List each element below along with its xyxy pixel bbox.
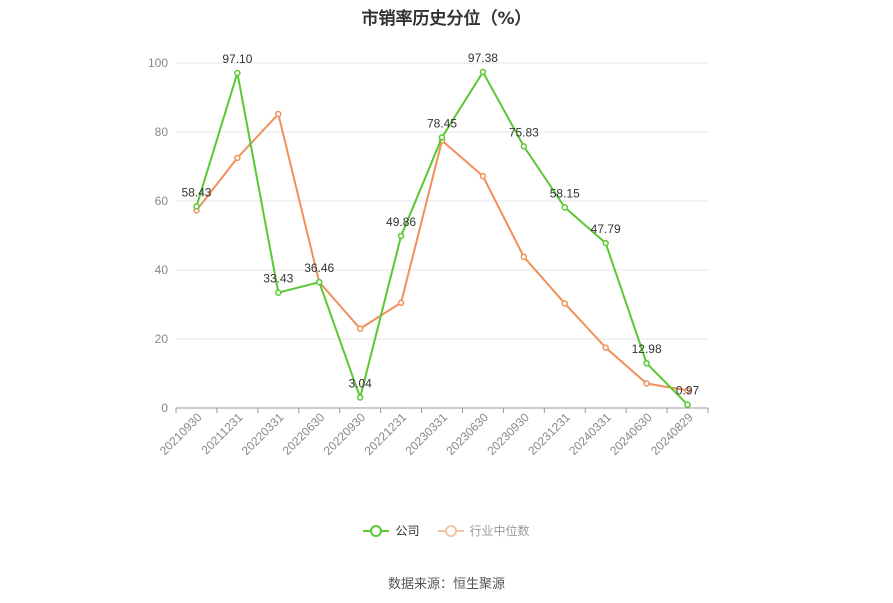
- data-label: 58.15: [550, 186, 580, 200]
- x-tick-label: 20240630: [607, 410, 655, 458]
- data-point-1[interactable]: [356, 325, 364, 332]
- x-axis: 2021093020211231202203312022063020220930…: [157, 407, 709, 458]
- data-point-0[interactable]: [520, 143, 528, 150]
- data-point-0[interactable]: [397, 232, 405, 240]
- legend-swatch-industry-median: [437, 524, 464, 538]
- x-tick-label: 20220630: [280, 410, 328, 458]
- data-point-1[interactable]: [479, 172, 487, 180]
- data-point-0[interactable]: [234, 69, 241, 77]
- data-point-0[interactable]: [315, 278, 323, 286]
- data-point-0[interactable]: [479, 68, 487, 76]
- x-tick-label: 20220331: [239, 410, 287, 458]
- chart-title: 市销率历史分位（%）: [361, 9, 532, 29]
- data-label: 58.43: [181, 185, 211, 199]
- data-point-0[interactable]: [438, 134, 446, 141]
- x-tick-label: 20230630: [443, 410, 491, 458]
- y-tick-label: 100: [148, 56, 168, 70]
- data-label: 75.83: [509, 125, 539, 139]
- x-tick-label: 20210930: [157, 410, 205, 458]
- y-tick-label: 80: [155, 125, 169, 139]
- data-label: 0.97: [676, 384, 700, 398]
- data-point-1[interactable]: [643, 380, 650, 387]
- data-point-0[interactable]: [684, 401, 691, 408]
- data-point-0[interactable]: [275, 289, 282, 296]
- gridlines: [176, 62, 708, 340]
- x-tick-label: 20230331: [402, 410, 450, 458]
- data-label: 36.46: [304, 261, 334, 275]
- data-label: 78.45: [427, 116, 457, 130]
- data-point-1[interactable]: [602, 344, 609, 351]
- legend-label-industry-median: 行业中位数: [469, 524, 530, 538]
- data-point-1[interactable]: [397, 299, 405, 307]
- series-layer: [193, 68, 691, 408]
- data-label: 12.98: [632, 342, 662, 356]
- legend-item-company[interactable]: 公司: [363, 522, 420, 539]
- data-point-1[interactable]: [275, 110, 282, 118]
- data-label: 33.43: [263, 272, 293, 286]
- data-label: 47.79: [591, 222, 621, 236]
- y-tick-label: 0: [161, 401, 168, 415]
- data-point-0[interactable]: [602, 239, 609, 247]
- data-label: 49.86: [386, 215, 416, 229]
- data-point-1[interactable]: [520, 253, 528, 261]
- data-point-0[interactable]: [643, 359, 650, 367]
- x-tick-label: 20211231: [198, 410, 245, 457]
- y-tick-label: 40: [155, 263, 169, 277]
- data-label: 3.04: [348, 377, 372, 391]
- legend-swatch-company: [363, 524, 390, 538]
- legend: 公司 行业中位数: [0, 522, 893, 539]
- data-point-0[interactable]: [193, 203, 200, 210]
- data-point-0[interactable]: [356, 394, 364, 401]
- x-tick-label: 20240331: [566, 410, 614, 458]
- data-point-1[interactable]: [561, 300, 569, 307]
- data-labels: 58.43 97.10 33.43 36.46 3.04 49.86 78.45 97.38 7…: [181, 51, 699, 398]
- y-axis: 0 20 40 60 80 100: [148, 56, 168, 415]
- legend-item-industry-median[interactable]: 行业中位数: [437, 522, 530, 539]
- data-label: 97.10: [222, 52, 252, 66]
- x-tick-label: 20230930: [484, 410, 532, 458]
- data-point-0[interactable]: [561, 204, 569, 211]
- legend-label-company: 公司: [395, 524, 420, 538]
- y-tick-label: 60: [155, 194, 169, 208]
- x-tick-label: 20220930: [321, 410, 369, 458]
- x-tick-label: 20231231: [525, 410, 573, 458]
- data-source-note: 数据来源：恒生聚源: [387, 577, 505, 592]
- data-label: 97.38: [468, 51, 498, 65]
- data-point-1[interactable]: [234, 154, 241, 162]
- data-point-1[interactable]: [684, 387, 691, 394]
- y-tick-label: 20: [155, 332, 169, 346]
- x-tick-label: 20221231: [362, 410, 410, 458]
- x-tick-label: 20240829: [648, 410, 696, 458]
